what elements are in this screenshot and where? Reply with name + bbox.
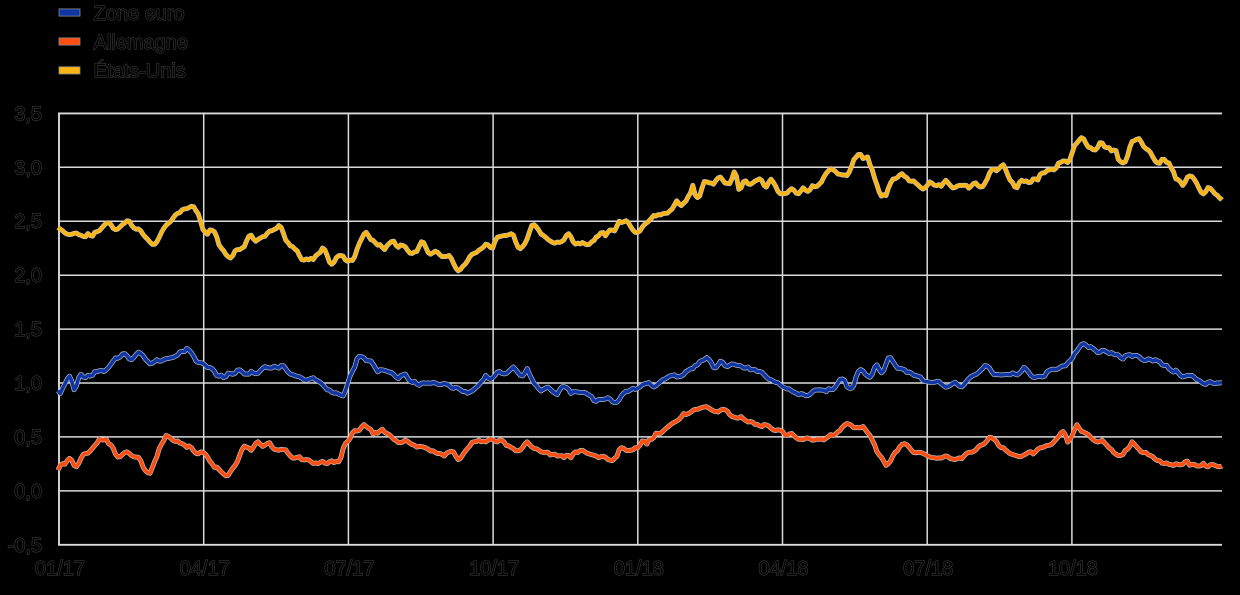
svg-text:1,0: 1,0 [14, 373, 42, 395]
svg-text:0,0: 0,0 [14, 481, 42, 503]
svg-text:Allemagne: Allemagne [94, 32, 189, 54]
svg-text:01/17: 01/17 [35, 558, 85, 580]
svg-text:3,0: 3,0 [14, 157, 42, 179]
svg-text:Zone euro: Zone euro [94, 3, 185, 25]
svg-text:04/18: 04/18 [758, 558, 808, 580]
svg-text:07/18: 07/18 [903, 558, 953, 580]
svg-text:10/17: 10/17 [469, 558, 519, 580]
svg-text:04/17: 04/17 [180, 558, 230, 580]
svg-text:1,5: 1,5 [14, 319, 42, 341]
svg-text:3,5: 3,5 [14, 103, 42, 125]
svg-text:0,5: 0,5 [14, 427, 42, 449]
svg-text:01/18: 01/18 [614, 558, 664, 580]
svg-text:07/17: 07/17 [324, 558, 374, 580]
svg-text:10/18: 10/18 [1048, 558, 1098, 580]
svg-text:2,5: 2,5 [14, 211, 42, 233]
svg-text:2,0: 2,0 [14, 265, 42, 287]
svg-text:États-Unis: États-Unis [94, 60, 186, 83]
svg-text:-0,5: -0,5 [8, 535, 42, 557]
